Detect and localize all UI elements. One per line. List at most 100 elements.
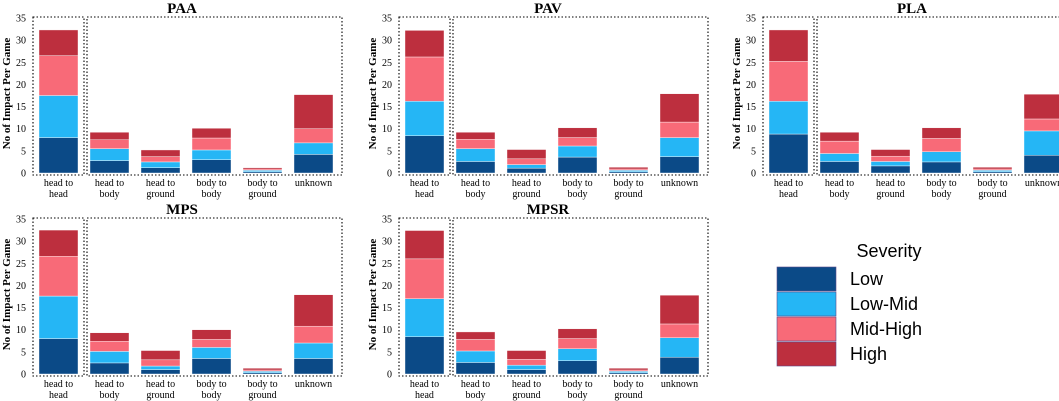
bar-pav-head-to-body-high bbox=[455, 132, 496, 140]
y-tick-paa-5: 5 bbox=[21, 146, 26, 157]
legend-swatch-low-mid bbox=[776, 291, 837, 317]
x-tick-mps-head-to-body-line1: head to bbox=[95, 379, 124, 390]
bar-pla-body-to-body-low-mid bbox=[921, 151, 962, 163]
bar-pla-head-to-ground-high bbox=[870, 149, 911, 157]
legend-title: Severity bbox=[856, 241, 921, 261]
bar-pav-head-to-body-low-mid bbox=[455, 148, 496, 162]
x-tick-pav-body-to-ground-line2: ground bbox=[614, 189, 642, 200]
bar-mpsr-head-to-body-low-mid bbox=[455, 350, 496, 363]
group-box-others-mps bbox=[86, 217, 343, 377]
bar-paa-unknown-mid-high bbox=[293, 128, 334, 144]
bar-paa-unknown-high bbox=[293, 94, 334, 129]
bar-pla-unknown-high bbox=[1023, 93, 1059, 120]
x-tick-mps-head-to-head-line2: head bbox=[49, 390, 68, 401]
panel-title-mpsr: MPSR bbox=[527, 202, 570, 218]
bar-paa-head-to-body-mid-high bbox=[89, 139, 130, 149]
y-tick-mps-0: 0 bbox=[21, 370, 26, 381]
legend-swatch-mid-high bbox=[776, 316, 837, 342]
bar-paa-head-to-head-low bbox=[38, 137, 79, 174]
y-tick-paa-15: 15 bbox=[16, 102, 26, 113]
bar-pla-head-to-body-mid-high bbox=[819, 140, 860, 154]
bar-pla-head-to-head-low-mid bbox=[768, 101, 809, 135]
panel-title-pla: PLA bbox=[897, 1, 927, 17]
bar-paa-head-to-ground-high bbox=[140, 149, 181, 157]
x-tick-mpsr-head-to-head-line1: head to bbox=[410, 379, 439, 390]
bar-paa-body-to-body-mid-high bbox=[191, 137, 232, 151]
x-tick-paa-head-to-head-line1: head to bbox=[44, 178, 73, 189]
bar-mpsr-body-to-ground-high bbox=[608, 368, 649, 371]
bar-mpsr-head-to-ground-low-mid bbox=[506, 364, 547, 370]
y-tick-mpsr-15: 15 bbox=[382, 303, 392, 314]
legend-label-mid-high: Mid-High bbox=[850, 319, 922, 339]
y-tick-pla-30: 30 bbox=[746, 36, 756, 47]
bar-pav-head-to-ground-high bbox=[506, 149, 547, 160]
bar-mpsr-head-to-ground-mid-high bbox=[506, 359, 547, 366]
bar-mpsr-body-to-body-high bbox=[557, 328, 598, 339]
x-tick-pav-head-to-head-line1: head to bbox=[410, 178, 439, 189]
bar-pla-body-to-body-high bbox=[921, 127, 962, 139]
bar-paa-body-to-body-low-mid bbox=[191, 149, 232, 160]
x-tick-pla-body-to-body-line1: body to bbox=[926, 178, 956, 189]
y-axis-label-mpsr: No of Impact Per Game bbox=[367, 239, 379, 351]
bar-paa-unknown-low bbox=[293, 154, 334, 174]
y-tick-pav-20: 20 bbox=[382, 80, 392, 91]
legend-label-low-mid: Low-Mid bbox=[850, 294, 918, 314]
bar-mpsr-head-to-head-low bbox=[404, 336, 445, 375]
x-tick-paa-head-to-head-line2: head bbox=[49, 189, 68, 200]
bar-mpsr-head-to-head-high bbox=[404, 230, 445, 260]
group-box-others-mpsr bbox=[452, 217, 709, 377]
x-tick-pla-head-to-body-line2: body bbox=[830, 189, 850, 200]
bar-paa-unknown-low-mid bbox=[293, 142, 334, 155]
y-tick-mps-25: 25 bbox=[16, 259, 26, 270]
bar-pla-unknown-low-mid bbox=[1023, 130, 1059, 156]
y-tick-mps-5: 5 bbox=[21, 347, 26, 358]
y-tick-mps-10: 10 bbox=[16, 325, 26, 336]
x-tick-mpsr-head-to-body-line1: head to bbox=[461, 379, 490, 390]
bar-paa-head-to-head-high bbox=[38, 29, 79, 56]
bar-mps-unknown-high bbox=[293, 294, 334, 327]
bar-mpsr-body-to-body-low-mid bbox=[557, 348, 598, 361]
bar-mps-head-to-ground-mid-high bbox=[140, 359, 181, 367]
y-tick-mpsr-35: 35 bbox=[382, 215, 392, 226]
bar-pla-head-to-body-low-mid bbox=[819, 153, 860, 162]
x-tick-paa-head-to-ground-line2: ground bbox=[146, 189, 174, 200]
bar-pla-body-to-body-mid-high bbox=[921, 138, 962, 152]
group-box-head-to-head-pav bbox=[398, 16, 451, 176]
y-tick-mpsr-10: 10 bbox=[382, 325, 392, 336]
bar-pav-head-to-body-mid-high bbox=[455, 139, 496, 149]
x-tick-mpsr-body-to-ground-line2: ground bbox=[614, 390, 642, 401]
x-tick-paa-body-to-ground-line2: ground bbox=[248, 189, 276, 200]
y-tick-mpsr-5: 5 bbox=[387, 347, 392, 358]
legend-label-high: High bbox=[850, 344, 887, 364]
bar-pav-unknown-low-mid bbox=[659, 137, 700, 157]
bar-pla-head-to-ground-mid-high bbox=[870, 155, 911, 162]
x-tick-pla-body-to-ground-line2: ground bbox=[978, 189, 1006, 200]
bar-pav-body-to-body-high bbox=[557, 127, 598, 138]
panel-pla: PLA No of Impact Per Game 0 5 10 15 20 25 30 35 he… bbox=[731, 1, 1059, 200]
y-tick-pav-10: 10 bbox=[382, 124, 392, 135]
group-box-head-to-head-mps bbox=[32, 217, 85, 377]
y-tick-pla-15: 15 bbox=[746, 102, 756, 113]
y-tick-paa-20: 20 bbox=[16, 80, 26, 91]
y-tick-mpsr-20: 20 bbox=[382, 281, 392, 292]
y-tick-pla-5: 5 bbox=[751, 146, 756, 157]
x-tick-mpsr-head-to-ground-line1: head to bbox=[512, 379, 541, 390]
x-tick-pav-body-to-body-line2: body bbox=[568, 189, 588, 200]
bar-mps-head-to-body-low-mid bbox=[89, 351, 130, 364]
x-tick-pla-head-to-body-line1: head to bbox=[825, 178, 854, 189]
y-axis-label-mps: No of Impact Per Game bbox=[1, 239, 13, 351]
bar-pla-head-to-body-low bbox=[819, 161, 860, 174]
y-tick-paa-10: 10 bbox=[16, 124, 26, 135]
y-tick-pla-10: 10 bbox=[746, 124, 756, 135]
x-tick-mps-head-to-ground-line2: ground bbox=[146, 390, 174, 401]
bar-paa-head-to-head-mid-high bbox=[38, 55, 79, 96]
bar-mpsr-head-to-ground-low bbox=[506, 369, 547, 375]
bar-pav-head-to-ground-mid-high bbox=[506, 158, 547, 165]
bar-mpsr-body-to-body-low bbox=[557, 360, 598, 375]
x-tick-pav-head-to-body-line2: body bbox=[466, 189, 486, 200]
legend-swatch-high bbox=[776, 341, 837, 367]
bar-pla-head-to-head-high bbox=[768, 29, 809, 62]
bar-pav-body-to-ground-high bbox=[608, 167, 649, 170]
bar-paa-body-to-body-low bbox=[191, 159, 232, 174]
